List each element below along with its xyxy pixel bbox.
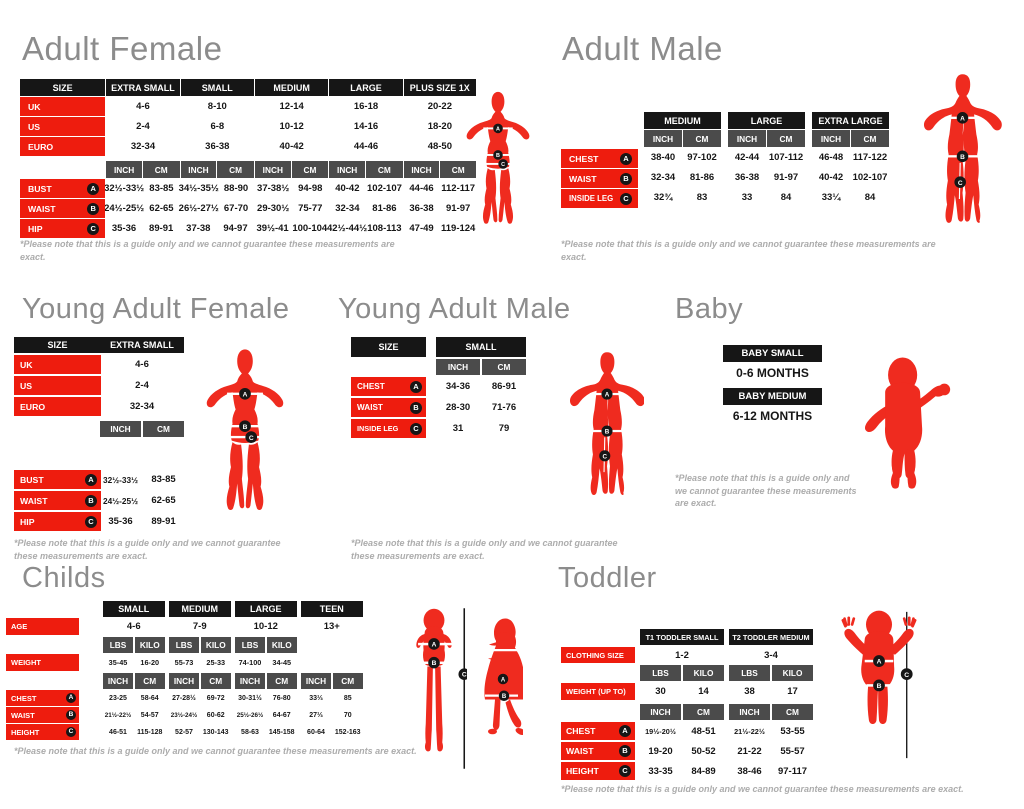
svg-text:A: A (496, 127, 500, 133)
svg-text:C: C (958, 180, 963, 187)
svg-text:B: B (605, 429, 610, 436)
svg-text:B: B (960, 154, 965, 161)
svg-text:C: C (603, 453, 608, 460)
svg-text:B: B (432, 660, 437, 667)
svg-text:A: A (432, 641, 437, 648)
svg-text:C: C (904, 672, 909, 679)
svg-text:B: B (502, 694, 507, 700)
svg-text:A: A (960, 116, 965, 123)
svg-text:B: B (496, 153, 500, 159)
svg-text:C: C (501, 162, 505, 168)
svg-text:A: A (605, 392, 610, 399)
svg-text:A: A (877, 659, 882, 666)
svg-text:C: C (462, 672, 467, 679)
svg-text:B: B (877, 683, 882, 690)
svg-text:C: C (249, 435, 254, 442)
svg-text:A: A (501, 677, 506, 683)
svg-text:A: A (243, 392, 248, 399)
svg-text:B: B (243, 424, 248, 431)
